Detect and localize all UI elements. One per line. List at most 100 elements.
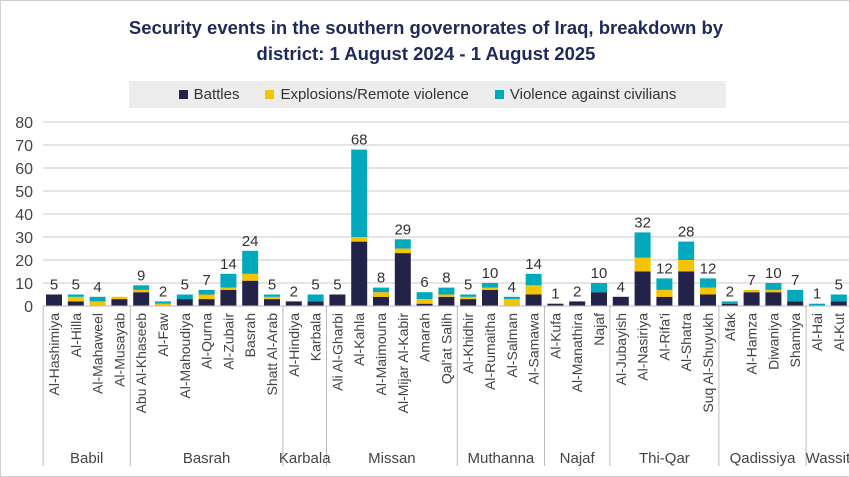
x-tick-label: Al-Hashimiya [46,313,62,396]
x-tick-label: Al-Manathira [569,313,585,393]
bar-segment-violence-civilians [503,296,520,300]
x-tick-label: Al-Zubair [220,313,236,370]
total-label: 8 [442,270,450,287]
total-label: 29 [394,221,411,238]
x-tick-label: Al-Khidhir [460,313,476,374]
total-label: 14 [220,256,237,273]
total-label: 10 [482,265,499,282]
group-label: Babil [70,450,103,467]
bar-segment-battles [111,299,128,306]
bar-segment-battles [373,296,389,306]
x-tick-label: Suq Al-Shuyukh [700,313,716,413]
total-label: 68 [351,132,368,149]
bar-segment-violence-civilians [264,294,280,297]
group-label: Thi-Qar [639,450,690,467]
bar-segment-violence-civilians [242,250,259,274]
total-label: 5 [50,277,58,294]
total-label: 12 [656,260,673,277]
legend: Battles Explosions/Remote violence Viole… [129,81,726,108]
x-tick-label: Al-Kufa [547,313,563,359]
bar-segment-explosions [373,292,389,297]
bar-segment-explosions [220,287,237,290]
legend-label: Battles [193,86,240,103]
bar-segment-explosions [394,248,411,254]
total-label: 5 [181,277,189,294]
x-tick-label: Al-Nasiriya [635,313,651,381]
legend-item-violence-civilians: Violence against civilians [494,86,676,103]
bar-segment-explosions [656,289,673,297]
bar-segment-battles [264,299,280,306]
bar-segment-explosions [765,289,782,293]
x-tick-label: Basrah [242,313,258,357]
total-label: 10 [591,265,608,282]
bar-segment-battles [242,280,259,306]
bar-segment-violence-civilians [721,301,738,304]
x-tick-label: Al-Salman [504,313,520,378]
total-label: 5 [311,277,319,294]
title-line-1: Security events in the southern governor… [128,17,724,38]
chart-title: Security events in the southern governor… [1,15,849,67]
bar-segment-battles [547,303,564,306]
bar-segment-battles [743,292,760,306]
bar-segment-violence-civilians [700,278,716,288]
x-tick-label: Al-Mijar Al-Kabir [395,313,411,414]
bar-segment-explosions [416,299,433,304]
bar-segment-explosions [743,289,760,293]
bar-segment-battles [438,296,455,306]
x-tick-label: Al-Mahoudiya [177,313,193,399]
bar-segment-battles [591,292,607,306]
bar-segment-battles [678,271,695,306]
x-tick-label: Al-Hilla [68,313,84,358]
bar-segment-violence-civilians [809,303,825,306]
bar-segment-violence-civilians [220,273,237,288]
x-tick-label: Al-Kut [831,313,847,351]
bar-segment-violence-civilians [634,232,651,258]
total-label: 2 [290,283,298,300]
x-tick-label: Al-Musayab [111,313,127,387]
bar-segment-violence-civilians [176,294,193,300]
legend-swatch [494,90,504,99]
total-label: 2 [573,283,581,300]
bar-segment-battles [176,299,193,306]
total-label: 4 [508,279,516,296]
bar-segment-explosions [351,237,368,242]
bar-segment-violence-civilians [656,278,673,290]
bar-segment-battles [220,289,237,306]
bar-segment-violence-civilians [525,273,542,286]
bar-segment-explosions [111,296,128,300]
total-label: 28 [678,224,695,241]
bar-segment-battles [765,292,782,306]
bar-segment-explosions [503,299,520,306]
bar-segment-battles [612,296,629,306]
bar-segment-battles [634,271,651,306]
bar-segment-battles [460,299,477,306]
bar-segment-battles [482,289,498,306]
bar-segment-violence-civilians [89,296,106,302]
bar-segment-battles [285,301,302,306]
bar-segment-explosions [482,287,498,290]
x-tick-label: Al-Jubayish [613,313,629,385]
bar-segment-explosions [242,273,259,281]
x-tick-label: Al-Rumaitha [482,313,498,390]
bar-segment-battles [656,296,673,306]
x-tick-label: Shamiya [787,313,803,368]
y-tick-label: 20 [15,253,33,270]
bar-segment-violence-civilians [787,289,804,302]
total-label: 5 [72,277,80,294]
bar-segment-battles [329,294,346,306]
bar-segment-violence-civilians [351,149,368,237]
total-label: 5 [835,277,843,294]
total-label: 1 [813,286,821,303]
bar-segment-violence-civilians [482,283,498,288]
total-label: 14 [525,256,542,273]
total-label: 24 [242,233,259,250]
x-tick-label: Al-Hindiya [286,313,302,377]
bar-segment-violence-civilians [307,294,324,302]
bar-segment-violence-civilians [67,294,84,297]
legend-swatch [265,90,275,99]
y-tick-label: 80 [15,115,33,132]
x-tick-label: Al-Shatra [678,313,694,372]
bar-segment-violence-civilians [416,292,433,300]
x-tick-label: Al-Maimouna [373,313,389,396]
total-label: 5 [268,277,276,294]
